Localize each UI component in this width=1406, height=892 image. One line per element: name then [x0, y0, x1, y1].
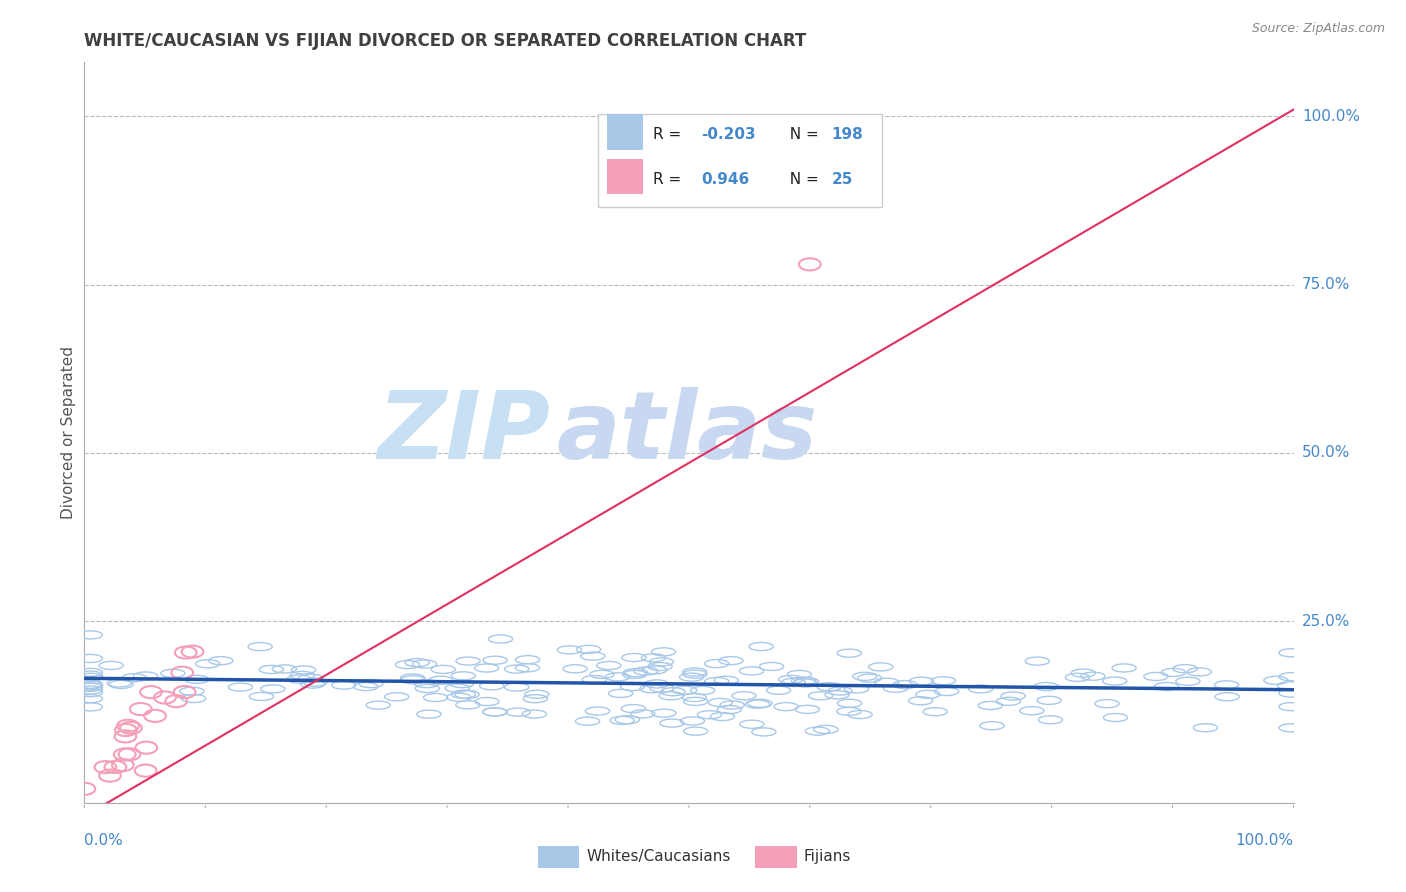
Text: 25: 25: [831, 172, 853, 187]
Text: 50.0%: 50.0%: [1302, 445, 1350, 460]
Text: 0.946: 0.946: [702, 172, 749, 187]
Text: 198: 198: [831, 128, 863, 143]
FancyBboxPatch shape: [607, 159, 643, 194]
Text: Fijians: Fijians: [804, 849, 851, 864]
Text: ZIP: ZIP: [377, 386, 550, 479]
Text: 0.0%: 0.0%: [84, 833, 124, 848]
Text: WHITE/CAUCASIAN VS FIJIAN DIVORCED OR SEPARATED CORRELATION CHART: WHITE/CAUCASIAN VS FIJIAN DIVORCED OR SE…: [84, 32, 807, 50]
FancyBboxPatch shape: [607, 114, 643, 150]
Text: atlas: atlas: [555, 386, 817, 479]
Text: N =: N =: [780, 128, 824, 143]
Text: 100.0%: 100.0%: [1236, 833, 1294, 848]
Text: 75.0%: 75.0%: [1302, 277, 1350, 292]
Text: 25.0%: 25.0%: [1302, 614, 1350, 629]
Text: R =: R =: [652, 172, 686, 187]
Text: 100.0%: 100.0%: [1302, 109, 1360, 124]
Y-axis label: Divorced or Separated: Divorced or Separated: [60, 346, 76, 519]
Text: R =: R =: [652, 128, 686, 143]
FancyBboxPatch shape: [755, 846, 797, 868]
FancyBboxPatch shape: [599, 114, 883, 207]
Text: N =: N =: [780, 172, 824, 187]
Text: Source: ZipAtlas.com: Source: ZipAtlas.com: [1251, 22, 1385, 36]
Text: Whites/Caucasians: Whites/Caucasians: [586, 849, 731, 864]
Text: -0.203: -0.203: [702, 128, 755, 143]
FancyBboxPatch shape: [538, 846, 579, 868]
